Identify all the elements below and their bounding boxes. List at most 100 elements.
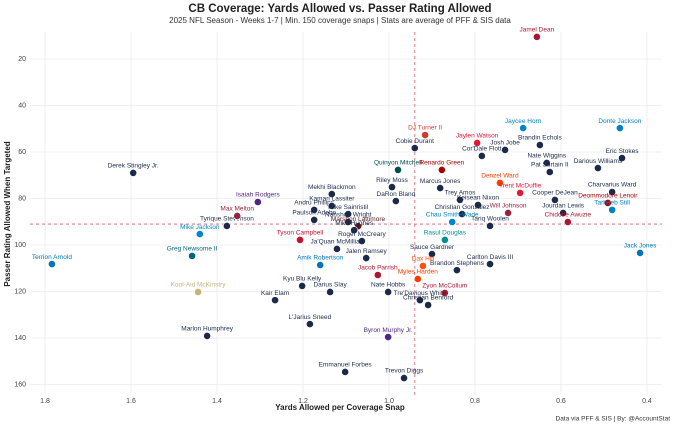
point-label: Tarheeb Still bbox=[594, 200, 630, 207]
x-tick-label: 1.8 bbox=[40, 398, 50, 405]
data-point bbox=[384, 288, 393, 296]
point-label: Andru Phillips bbox=[294, 200, 334, 207]
point-label: Marcus Jones bbox=[420, 178, 461, 185]
data-point bbox=[516, 189, 525, 197]
data-point bbox=[195, 230, 204, 238]
data-point bbox=[419, 262, 427, 270]
chart-subtitle: 2025 NFL Season - Weeks 1-7 | Min. 150 c… bbox=[169, 16, 511, 25]
data-point bbox=[421, 131, 430, 139]
data-point bbox=[48, 260, 56, 268]
point-label: Greg Newsome II bbox=[167, 246, 218, 253]
data-point bbox=[535, 141, 544, 149]
point-label: Cobie Durant bbox=[396, 138, 434, 145]
point-label: Donte Jackson bbox=[598, 118, 641, 125]
data-point bbox=[194, 288, 203, 296]
data-point bbox=[350, 226, 359, 235]
y-tick-label: 40 bbox=[18, 102, 26, 109]
y-tick-label: 80 bbox=[18, 195, 26, 202]
point-label: Darius Slay bbox=[313, 282, 347, 289]
data-point bbox=[188, 252, 196, 260]
point-label: Trevon Diggs bbox=[385, 368, 424, 375]
data-point bbox=[344, 210, 353, 218]
data-point bbox=[615, 124, 624, 132]
data-point bbox=[501, 145, 509, 154]
data-point bbox=[384, 333, 393, 341]
data-point bbox=[496, 179, 504, 187]
point-label: Riley Moss bbox=[376, 177, 409, 184]
y-tick-label: 160 bbox=[14, 381, 26, 388]
point-label: Mike Hughes bbox=[335, 220, 374, 227]
point-label: Jacob Parrish bbox=[358, 265, 398, 272]
data-point bbox=[327, 202, 336, 210]
data-point bbox=[448, 218, 457, 226]
point-label: Isaiah Rodgers bbox=[236, 192, 280, 199]
point-label: Trey Amos bbox=[445, 190, 477, 197]
point-label: Nate Wiggins bbox=[527, 153, 566, 160]
data-point bbox=[333, 245, 341, 253]
data-point bbox=[551, 195, 559, 204]
data-point bbox=[519, 124, 528, 132]
data-point bbox=[413, 275, 422, 283]
x-axis-label: Yards Allowed per Coverage Snap bbox=[275, 403, 405, 412]
point-label: Rasul Douglas bbox=[424, 230, 467, 237]
data-point bbox=[362, 254, 371, 262]
data-point bbox=[203, 332, 212, 340]
point-label: Jourdan Lewis bbox=[542, 203, 585, 210]
data-point bbox=[344, 218, 353, 226]
point-label: Christian Gonzalez bbox=[435, 204, 490, 211]
data-point bbox=[341, 368, 350, 376]
point-label: Trent McDuffie bbox=[499, 183, 542, 190]
point-label: Cor'Dale Flott bbox=[462, 146, 502, 153]
data-point bbox=[388, 183, 396, 192]
data-point bbox=[618, 154, 626, 162]
point-label: Chau Smith-Wade bbox=[426, 212, 479, 219]
data-point bbox=[563, 218, 572, 226]
y-tick-label: 140 bbox=[14, 335, 26, 342]
point-label: DaRon Bland bbox=[377, 191, 416, 198]
point-label: Jalen Ramsey bbox=[346, 248, 388, 255]
data-point bbox=[416, 296, 424, 305]
point-label: Chidobe Awuzie bbox=[545, 212, 592, 219]
data-point bbox=[394, 165, 402, 174]
point-label: Marlon Humphrey bbox=[181, 326, 233, 333]
point-label: Zyon McCollum bbox=[422, 283, 467, 290]
x-tick-label: 1.4 bbox=[212, 398, 222, 405]
point-label: Keisean Nixon bbox=[457, 195, 499, 202]
x-tick-label: 1.2 bbox=[298, 398, 308, 405]
point-label: Kair Elam bbox=[261, 290, 289, 297]
point-label: Quinyon Mitchell bbox=[374, 160, 423, 167]
point-label: Sauce Gardner bbox=[410, 244, 455, 251]
x-tick-label: 0.6 bbox=[556, 398, 566, 405]
point-label: Tyrique Stevenson bbox=[200, 216, 254, 223]
data-point bbox=[486, 260, 494, 268]
data-point bbox=[532, 32, 541, 41]
point-label: Brandin Echols bbox=[518, 135, 562, 142]
point-label: Roger McCreary bbox=[338, 231, 386, 238]
data-point bbox=[391, 197, 400, 205]
data-point bbox=[305, 320, 314, 328]
data-point bbox=[594, 164, 602, 172]
data-point bbox=[542, 159, 551, 167]
data-point bbox=[223, 222, 231, 230]
x-tick-label: 1.6 bbox=[126, 398, 136, 405]
data-point bbox=[424, 301, 433, 309]
point-label: Myles Harden bbox=[398, 269, 438, 276]
point-label: Derek Stingley Jr. bbox=[108, 163, 159, 170]
y-tick-label: 20 bbox=[18, 56, 26, 63]
data-point bbox=[440, 289, 449, 297]
data-point bbox=[473, 139, 482, 147]
point-label: Kamari Lassiter bbox=[309, 196, 355, 203]
point-label: Jack Jones bbox=[624, 243, 657, 250]
point-label: DJ Turner II bbox=[408, 125, 442, 132]
data-point bbox=[545, 168, 554, 176]
point-label: Nahshon Wright bbox=[325, 212, 372, 219]
data-point bbox=[474, 201, 482, 209]
point-label: Jaycee Horn bbox=[505, 118, 542, 125]
point-label: Marshon Lattimore bbox=[331, 216, 386, 223]
point-label: Dax Hill bbox=[412, 256, 435, 263]
point-label: Mike Jackson bbox=[180, 224, 220, 231]
data-point bbox=[373, 271, 382, 279]
data-point bbox=[326, 288, 334, 296]
data-point bbox=[271, 296, 279, 305]
